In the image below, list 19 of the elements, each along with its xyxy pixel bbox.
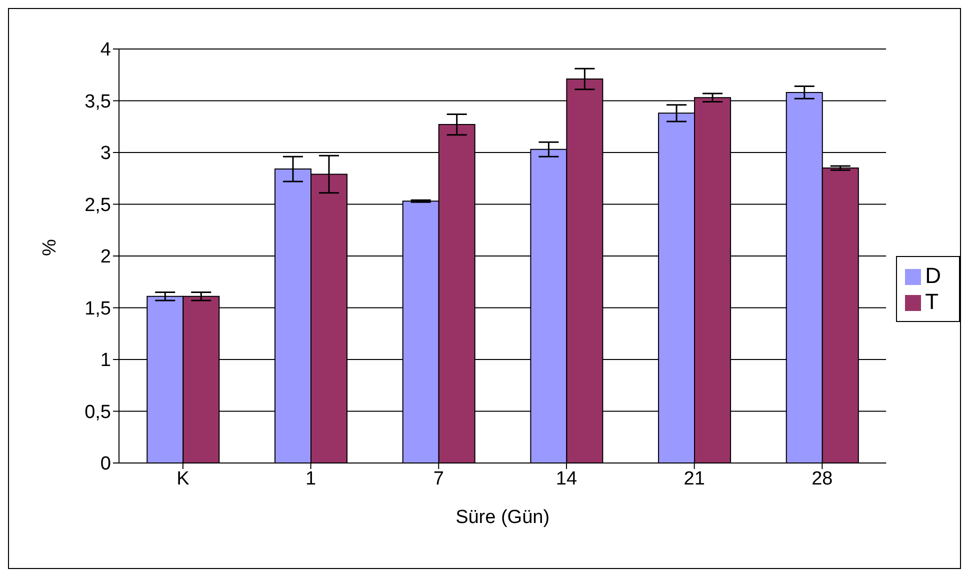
- x-tick-label: 7: [433, 468, 444, 490]
- y-tick-label: 4: [100, 40, 112, 61]
- y-tick-label: 1,5: [84, 298, 111, 320]
- legend-label: D: [925, 262, 941, 288]
- y-tick-label: 0: [100, 454, 111, 475]
- y-tick-label: 3: [100, 143, 111, 164]
- x-tick-label: 21: [684, 468, 705, 490]
- y-tick-label: 2: [100, 246, 111, 268]
- legend-label: T: [925, 288, 939, 314]
- y-tick-label: 3,5: [84, 91, 111, 112]
- x-tick-label: 1: [305, 468, 316, 490]
- x-tick-label: K: [176, 468, 190, 490]
- y-tick-label: 1: [100, 350, 111, 372]
- y-axis-title: %: [40, 239, 61, 256]
- x-tick-label: 14: [556, 468, 578, 490]
- x-axis-title: Süre (Gün): [456, 507, 550, 528]
- y-tick-label: 0,5: [84, 402, 111, 423]
- y-tick-label: 2,5: [84, 194, 111, 216]
- x-tick-label: 28: [812, 468, 833, 490]
